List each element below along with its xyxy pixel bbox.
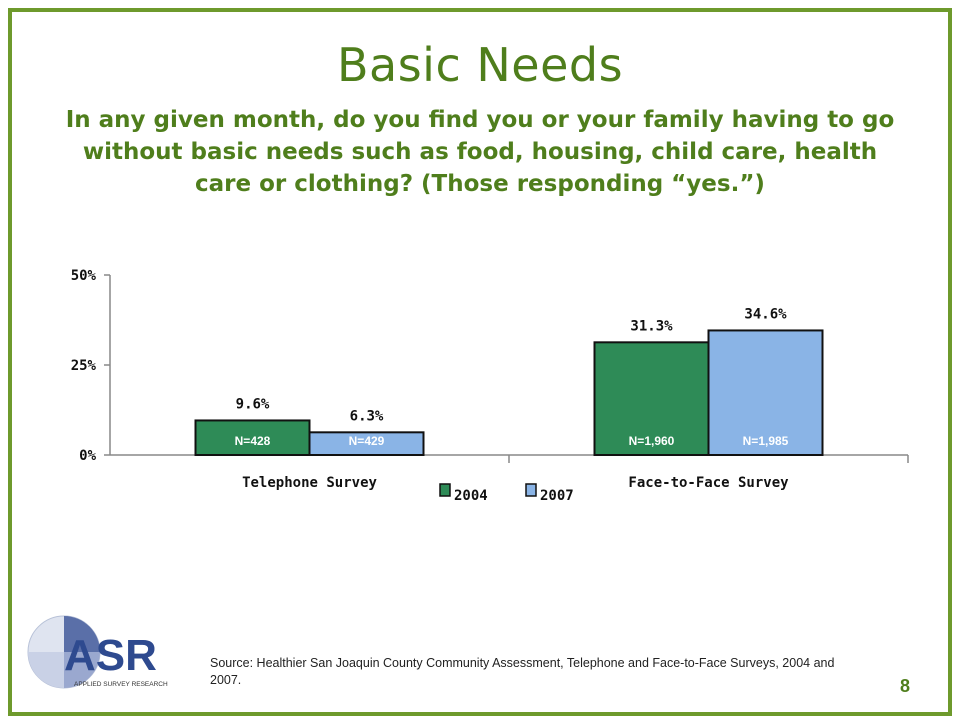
n-label: N=1,985: [743, 434, 789, 448]
slide-title: Basic Needs: [336, 38, 624, 92]
bar-2004-1: [593, 341, 710, 457]
y-tick-label: 50%: [71, 268, 97, 284]
category-label: Face-to-Face Survey: [628, 475, 789, 491]
source-note: Source: Healthier San Joaquin County Com…: [210, 656, 835, 687]
legend-label-2004: 2004: [454, 488, 488, 504]
data-label: 6.3%: [350, 408, 384, 424]
logo-text: ASR: [64, 631, 157, 680]
data-label: 9.6%: [236, 396, 270, 412]
bar-2007-1: [707, 329, 824, 456]
data-label: 31.3%: [630, 318, 673, 334]
y-tick-label: 0%: [79, 448, 96, 464]
page-number: 8: [900, 676, 911, 696]
n-label: N=1,960: [629, 434, 675, 448]
n-label: N=428: [235, 434, 271, 448]
data-label: 34.6%: [744, 306, 787, 322]
survey-question: In any given month, do you find you or y…: [65, 107, 895, 197]
slide-frame: [8, 8, 952, 716]
category-label: Telephone Survey: [242, 475, 377, 491]
n-label: N=429: [349, 434, 385, 448]
legend-swatch-2004: [439, 483, 451, 497]
asr-logo: ASR APPLIED SURVEY RESEARCH: [24, 612, 194, 697]
logo-tagline: APPLIED SURVEY RESEARCH: [74, 681, 168, 688]
legend-label-2007: 2007: [540, 488, 574, 504]
y-tick-label: 25%: [71, 358, 97, 374]
bar-2007-0: [308, 431, 425, 457]
legend-swatch-2007: [525, 483, 537, 497]
